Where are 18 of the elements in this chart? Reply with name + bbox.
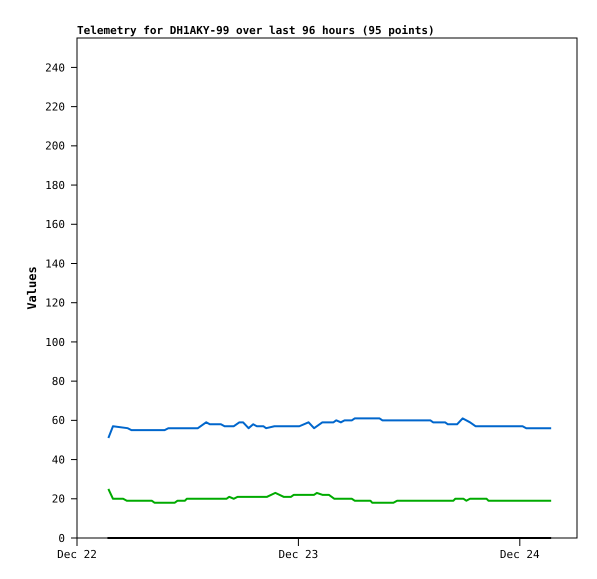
x-tick-label: Dec 22 [57, 548, 97, 561]
y-tick-label: 220 [45, 100, 65, 114]
y-tick-label: 40 [52, 453, 65, 466]
y-tick-label: 180 [45, 178, 65, 192]
x-tick-label: Dec 23 [278, 548, 318, 561]
y-tick-label: 120 [45, 296, 65, 310]
y-tick-label: 60 [52, 414, 65, 428]
y-tick-label: 140 [45, 257, 65, 270]
y-tick-label: 160 [45, 218, 65, 232]
y-tick-label: 240 [45, 61, 65, 74]
chart-title: Telemetry for DH1AKY-99 over last 96 hours (95 points) [77, 24, 435, 37]
y-tick-label: 80 [52, 374, 65, 388]
y-tick-label: 20 [52, 492, 65, 506]
y-tick-label: 200 [45, 140, 65, 153]
y-axis-title: Values [25, 266, 39, 310]
x-tick-label: Dec 24 [500, 548, 540, 561]
y-tick-label: 0 [58, 532, 65, 545]
y-tick-label: 100 [45, 336, 65, 349]
